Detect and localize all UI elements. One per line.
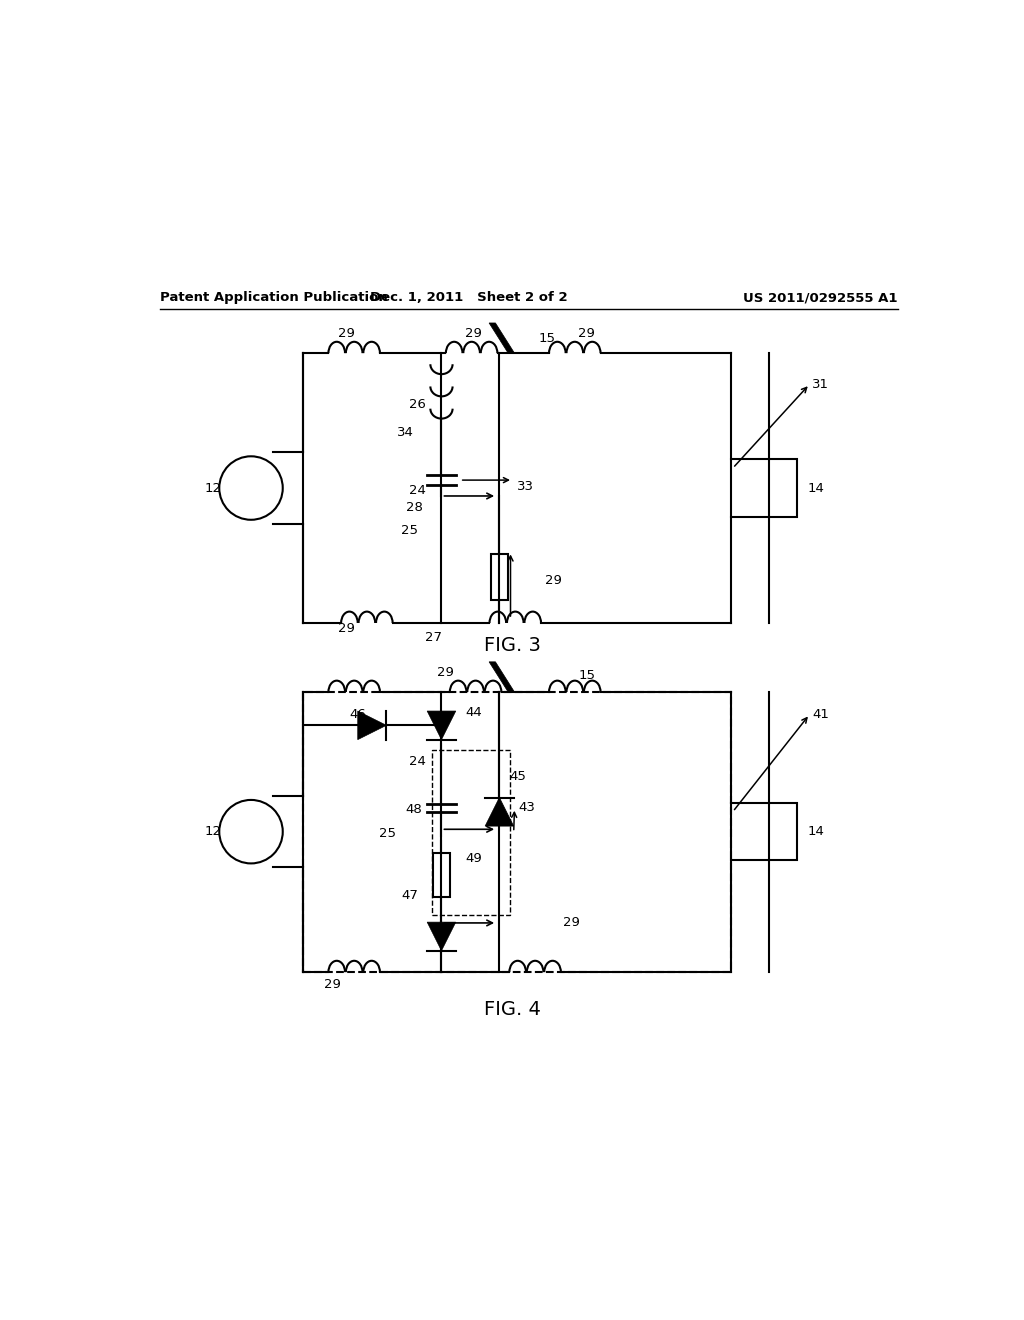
Text: 27: 27 (425, 631, 442, 644)
Text: 14: 14 (807, 825, 824, 838)
Text: 29: 29 (545, 574, 561, 587)
Text: 34: 34 (397, 426, 414, 440)
Text: 29: 29 (338, 622, 354, 635)
Text: 41: 41 (812, 708, 829, 721)
Bar (490, 554, 508, 599)
Text: 29: 29 (563, 916, 580, 929)
Text: 26: 26 (409, 399, 426, 412)
Text: 31: 31 (812, 378, 829, 391)
Text: 29: 29 (437, 665, 454, 678)
Text: FIG. 4: FIG. 4 (484, 1001, 542, 1019)
Text: FIG. 3: FIG. 3 (484, 636, 542, 655)
Text: 24: 24 (409, 484, 426, 496)
Text: 44: 44 (465, 706, 482, 719)
Bar (433, 854, 451, 898)
Text: 28: 28 (407, 502, 423, 515)
Text: 24: 24 (409, 755, 426, 768)
Text: 33: 33 (517, 480, 534, 492)
Text: 45: 45 (509, 770, 525, 783)
Polygon shape (485, 797, 514, 826)
Text: Patent Application Publication: Patent Application Publication (160, 292, 387, 304)
Text: 25: 25 (400, 524, 418, 537)
Text: 14: 14 (807, 482, 824, 495)
Polygon shape (489, 323, 514, 354)
Text: 15: 15 (579, 669, 596, 682)
Text: 29: 29 (338, 326, 354, 339)
Polygon shape (427, 923, 456, 950)
Text: 12: 12 (205, 482, 221, 495)
Text: Dec. 1, 2011   Sheet 2 of 2: Dec. 1, 2011 Sheet 2 of 2 (371, 292, 568, 304)
Text: 25: 25 (379, 826, 396, 840)
Text: 46: 46 (349, 708, 367, 721)
Bar (303, 692, 731, 972)
Polygon shape (427, 711, 456, 739)
Bar (432, 750, 510, 915)
Text: 43: 43 (518, 801, 536, 814)
Text: 48: 48 (404, 803, 422, 816)
Bar (769, 459, 797, 516)
Text: US 2011/0292555 A1: US 2011/0292555 A1 (743, 292, 898, 304)
Text: 29: 29 (579, 326, 595, 339)
Polygon shape (489, 661, 514, 692)
Text: 15: 15 (539, 333, 556, 346)
Text: 49: 49 (465, 853, 482, 865)
Text: 12: 12 (205, 825, 221, 838)
Text: 47: 47 (401, 888, 419, 902)
Bar (769, 803, 797, 861)
Text: 29: 29 (325, 978, 341, 991)
Polygon shape (357, 711, 386, 739)
Text: 29: 29 (465, 326, 481, 339)
